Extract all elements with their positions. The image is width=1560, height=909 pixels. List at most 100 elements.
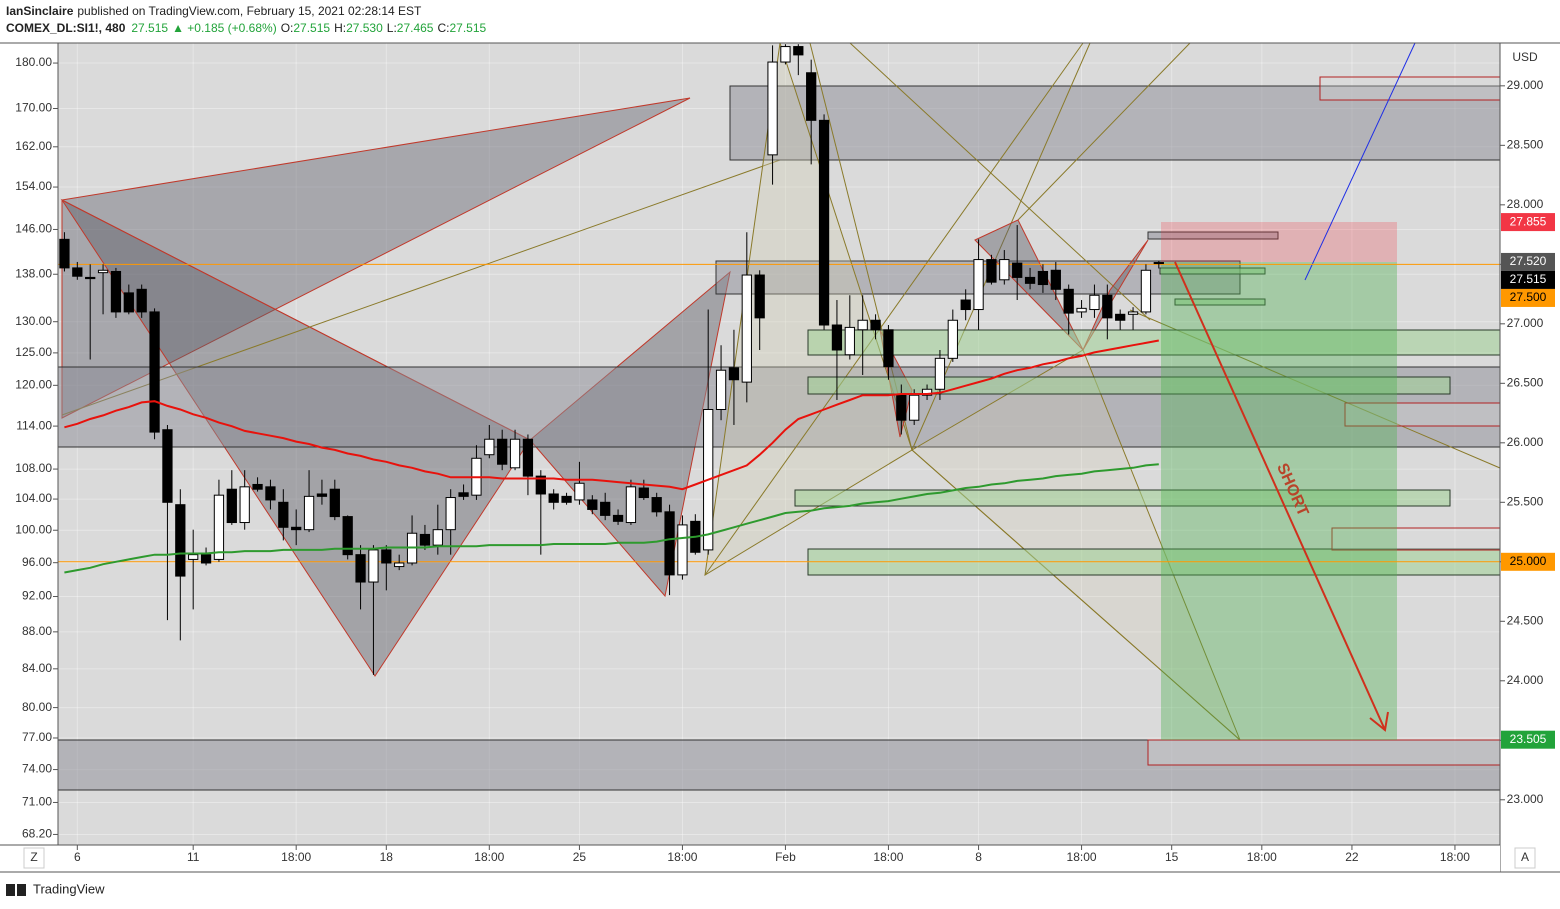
logo <box>6 884 26 896</box>
candle-body <box>612 514 624 522</box>
arrow <box>1174 261 1386 731</box>
candle-body <box>278 501 289 528</box>
candle-body <box>548 493 559 503</box>
price-tag <box>1501 213 1555 232</box>
x-tick-label: 15 <box>1165 850 1179 864</box>
y2-tick-label: 96.00 <box>22 555 52 569</box>
button-label[interactable]: Z <box>30 850 37 864</box>
symbol-line: COMEX_DL:SI1!, 480 27.515 ▲ +0.185 (+0.68%… <box>6 21 487 35</box>
price-tag-label: 27.520 <box>1510 254 1547 268</box>
x-tick-label: Feb <box>775 850 796 864</box>
candle-body <box>1115 313 1126 321</box>
zone <box>729 85 1501 161</box>
x-tick-label: 18:00 <box>474 850 504 864</box>
y2-tick-label: 100.00 <box>15 522 52 536</box>
candle-body <box>394 562 405 568</box>
x-tick-label: 22 <box>1345 850 1359 864</box>
price-tag-label: 25.000 <box>1510 554 1547 568</box>
y2-tick-label: 170.00 <box>15 101 52 115</box>
y2-tick-label: 92.00 <box>22 589 52 603</box>
candle-body <box>767 61 778 156</box>
candle-body <box>857 319 868 331</box>
candle-body <box>909 394 920 421</box>
pattern <box>974 219 1084 351</box>
candle-body <box>741 274 752 383</box>
price-tag <box>1501 730 1555 749</box>
x-tick-label: 18:00 <box>873 850 903 864</box>
ohlc-label: L: <box>387 21 397 35</box>
candle-body <box>561 495 572 503</box>
price-tag-label: 27.500 <box>1510 290 1547 304</box>
demand-zone <box>1174 298 1266 306</box>
supply-zone <box>1147 739 1501 766</box>
y2-tick-label: 162.00 <box>15 139 52 153</box>
y2-tick-label: 120.00 <box>15 378 52 392</box>
candle-body <box>870 319 881 331</box>
drawings <box>57 42 1501 791</box>
y2-tick-label: 71.00 <box>22 795 52 809</box>
y2-tick-label: 138.00 <box>15 266 52 280</box>
button-label[interactable]: A <box>1521 850 1529 864</box>
ohlc-value: 27.515 <box>449 21 486 35</box>
trend-line <box>849 42 1151 321</box>
candle-body <box>793 46 804 56</box>
candle-body <box>381 549 392 564</box>
stop-area <box>1161 222 1397 262</box>
ohlc-value: 27.515 <box>293 21 330 35</box>
candle-body <box>1102 294 1113 319</box>
candle-body <box>497 438 508 465</box>
candle-body <box>509 438 521 469</box>
x-tick-label: 18:00 <box>281 850 311 864</box>
candle-body <box>934 357 946 390</box>
y2-tick-label: 146.00 <box>15 222 52 236</box>
candle-body <box>188 554 199 560</box>
y2-tick-label: 80.00 <box>22 700 52 714</box>
x-tick-label: 18:00 <box>1440 850 1470 864</box>
x-tick-label: 18:00 <box>1247 850 1277 864</box>
y2-tick-label: 114.00 <box>16 418 52 432</box>
logo-mark <box>6 884 15 896</box>
candle-body <box>664 511 675 576</box>
candle-body <box>85 276 96 280</box>
y2-tick-label: 180.00 <box>15 55 52 69</box>
bottom-axis <box>0 845 1500 872</box>
candle-body <box>818 119 830 326</box>
ohlc-label: H: <box>334 21 346 35</box>
author: IanSinclaire <box>6 4 74 18</box>
candle-body <box>1024 276 1036 284</box>
candle-body <box>239 486 250 524</box>
ohlc-label: C: <box>437 21 449 35</box>
button[interactable] <box>23 847 45 869</box>
candle-body <box>265 486 276 501</box>
candle-body <box>638 487 649 499</box>
y2-tick-label: 74.00 <box>22 762 52 776</box>
candle-body <box>175 504 186 577</box>
candle-body <box>780 46 791 63</box>
y2-tick-label: 154.00 <box>15 179 52 193</box>
x-tick-label: 25 <box>573 850 587 864</box>
price-tag <box>1501 252 1555 271</box>
candle-body <box>97 269 109 274</box>
published: published on TradingView.com, February 1… <box>77 4 422 18</box>
trend-line <box>1017 42 1191 221</box>
trend-line <box>1304 42 1416 281</box>
candle-body <box>960 299 971 311</box>
candle-body <box>432 529 443 546</box>
candle-body <box>715 369 727 410</box>
y-tick-label: 25.500 <box>1507 494 1544 508</box>
button[interactable] <box>1514 847 1536 869</box>
x-tick-label: 11 <box>187 850 200 864</box>
y2-tick-label: 125.00 <box>15 345 52 359</box>
candle-body <box>522 438 534 477</box>
supply-zone <box>1319 76 1501 101</box>
candle-body <box>754 274 765 319</box>
pattern <box>1082 239 1149 351</box>
moving-average <box>64 463 1159 574</box>
candle-body <box>445 497 456 531</box>
y-tick-label: 24.000 <box>1507 673 1544 687</box>
candle-body <box>651 497 662 513</box>
x-tick-label: 18:00 <box>1067 850 1097 864</box>
candle-body <box>986 259 997 283</box>
footer-brand: TradingView <box>33 881 105 896</box>
